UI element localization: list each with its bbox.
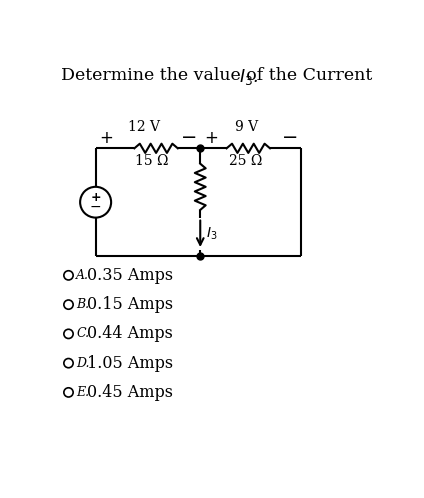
Text: 0.44 Amps: 0.44 Amps (87, 325, 173, 343)
Text: 0.15 Amps: 0.15 Amps (87, 296, 173, 313)
Text: B.: B. (76, 298, 89, 311)
Text: 12 V: 12 V (128, 120, 160, 134)
Text: 0.45 Amps: 0.45 Amps (87, 384, 173, 401)
Text: −: − (282, 128, 298, 147)
Text: 15 Ω: 15 Ω (135, 153, 169, 168)
Text: −: − (181, 128, 198, 147)
Text: +: + (100, 128, 113, 146)
Text: $I_3$: $I_3$ (206, 226, 217, 242)
Text: A.: A. (76, 269, 89, 282)
Text: Determine the value of the Current: Determine the value of the Current (61, 67, 377, 85)
Text: +: + (204, 128, 218, 146)
Text: 25 Ω: 25 Ω (229, 153, 262, 168)
Text: E.: E. (76, 386, 89, 399)
Text: $I_3$.: $I_3$. (239, 67, 258, 88)
Text: 9 V: 9 V (235, 120, 258, 134)
Text: 1.05 Amps: 1.05 Amps (87, 355, 173, 372)
Text: 0.35 Amps: 0.35 Amps (87, 267, 173, 284)
Text: +: + (90, 191, 101, 204)
Text: D.: D. (76, 357, 90, 370)
Text: C.: C. (76, 327, 89, 340)
Text: −: − (90, 200, 101, 214)
